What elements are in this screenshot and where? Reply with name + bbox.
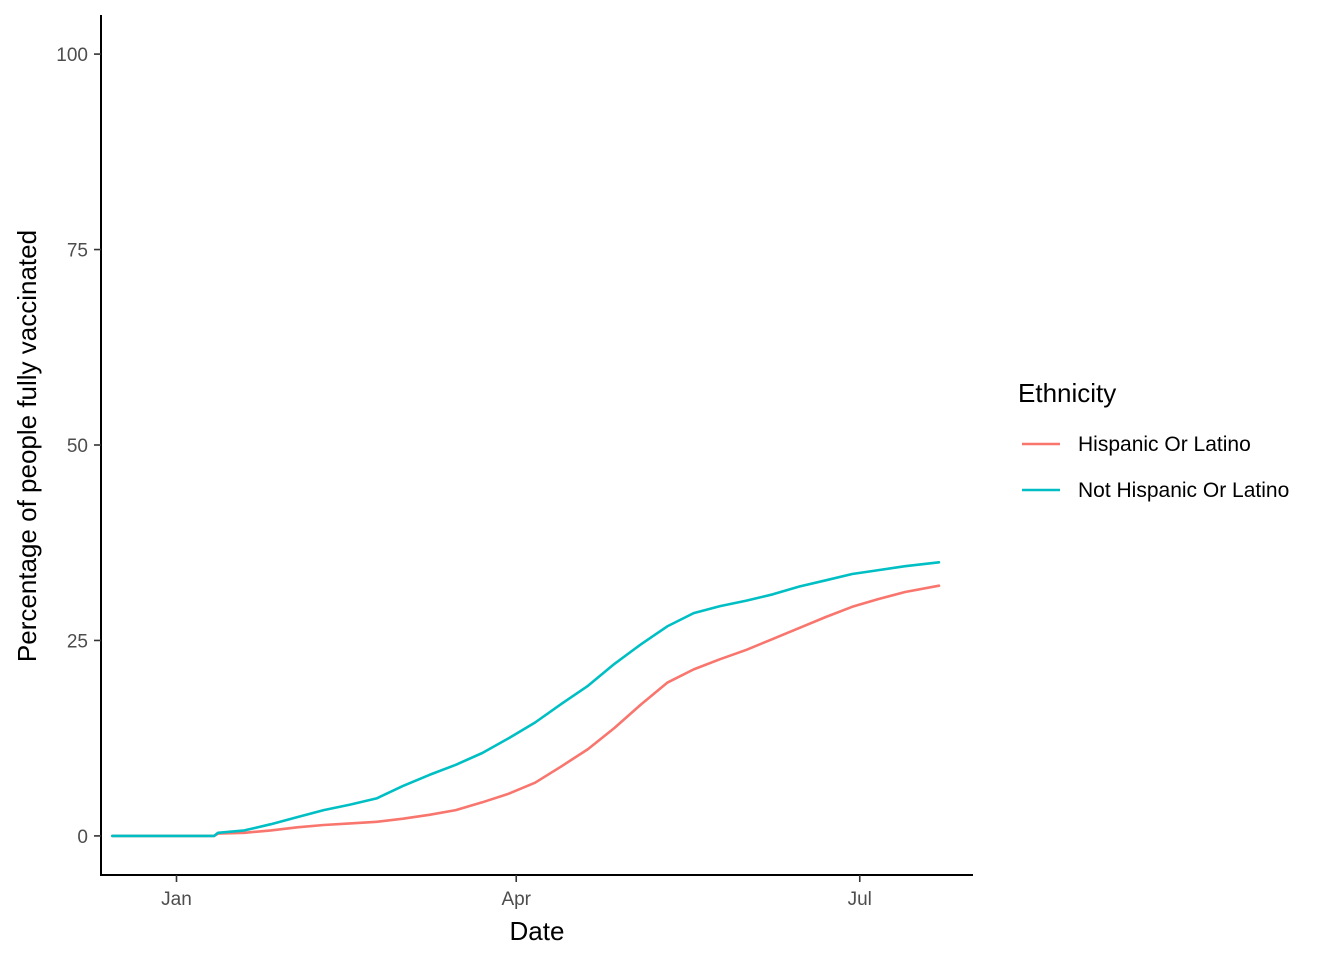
y-tick-label: 25 bbox=[67, 631, 88, 652]
series-line-not-hispanic bbox=[111, 560, 941, 838]
legend-label: Hispanic Or Latino bbox=[1078, 433, 1251, 456]
legend-label: Not Hispanic Or Latino bbox=[1078, 479, 1289, 502]
y-tick-label: 0 bbox=[77, 827, 88, 848]
y-tick-label: 100 bbox=[56, 45, 88, 66]
legend-title: Ethnicity bbox=[1018, 378, 1116, 408]
legend-items: Hispanic Or Latino Not Hispanic Or Latino bbox=[1022, 433, 1289, 502]
legend: Ethnicity Hispanic Or Latino Not Hispanic… bbox=[1018, 378, 1289, 502]
y-axis-title: Percentage of people fully vaccinated bbox=[12, 230, 42, 662]
x-axis-title: Date bbox=[510, 916, 565, 946]
y-axis-ticks: 0 25 50 75 100 bbox=[56, 45, 101, 848]
series-line-hispanic bbox=[111, 584, 941, 838]
x-tick-label: Apr bbox=[501, 889, 531, 910]
x-tick-label: Jan bbox=[161, 889, 192, 910]
y-tick-label: 75 bbox=[67, 241, 88, 262]
series-layer bbox=[111, 560, 941, 838]
y-tick-label: 50 bbox=[67, 436, 88, 457]
x-tick-label: Jul bbox=[848, 889, 872, 910]
x-axis-ticks: Jan Apr Jul bbox=[161, 875, 872, 910]
